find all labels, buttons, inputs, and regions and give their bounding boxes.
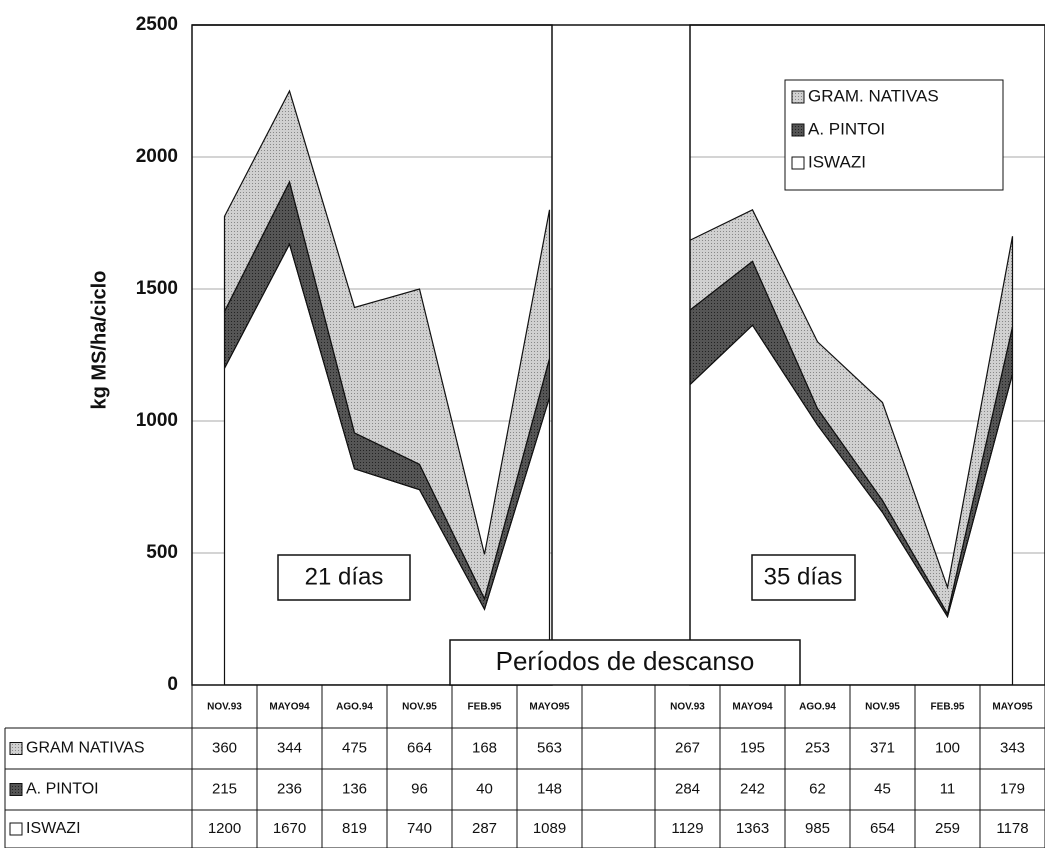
- table-cell: 62: [809, 780, 826, 797]
- panel-label-box: [751, 554, 856, 601]
- table-cell: 371: [870, 739, 895, 756]
- table-cell: 11: [940, 780, 956, 797]
- table-header: NOV.95: [865, 702, 900, 713]
- table-cell: 1200: [208, 820, 241, 837]
- y-axis-label: kg MS/ha/ciclo: [88, 271, 110, 410]
- panel-label: 21 días: [305, 563, 384, 590]
- table-cell: 267: [675, 739, 700, 756]
- table-header: NOV.93: [207, 702, 242, 713]
- y-tick-label: 1000: [136, 410, 178, 431]
- table-cell: 136: [342, 780, 367, 797]
- table-swatch: [9, 822, 23, 836]
- table-cell: 563: [537, 739, 562, 756]
- panel-label-box: [277, 554, 411, 601]
- table-swatch: [9, 742, 23, 755]
- legend-label: A. PINTOI: [808, 119, 885, 138]
- legend-swatch: [791, 156, 805, 170]
- table-cell: 1178: [996, 820, 1028, 837]
- table-cell: 819: [342, 820, 367, 837]
- table-row-label: GRAM NATIVAS: [26, 740, 145, 757]
- table-cell: 45: [874, 780, 891, 797]
- area: [223, 89, 551, 601]
- legend-label: ISWAZI: [808, 152, 866, 171]
- legend-label: GRAM. NATIVAS: [808, 86, 939, 105]
- legend: [784, 79, 1004, 191]
- x-label-box: [449, 639, 801, 686]
- table-cell: 284: [675, 780, 700, 797]
- y-tick-label: 2000: [136, 146, 178, 167]
- table-cell: 148: [537, 780, 562, 797]
- table-cell: 985: [805, 820, 830, 837]
- table-cell: 475: [342, 739, 367, 756]
- table-header: FEB.95: [468, 702, 502, 713]
- panel-areas: [690, 208, 1014, 685]
- table-header: MAYO95: [529, 702, 570, 713]
- table-cell: 654: [870, 820, 895, 837]
- table-cell: 96: [411, 780, 428, 797]
- table-cell: 287: [472, 820, 497, 837]
- table-cell: 195: [740, 739, 765, 756]
- table-cell: 168: [472, 739, 497, 756]
- table-cell: 179: [1000, 780, 1025, 797]
- legend-swatch: [791, 123, 805, 137]
- table-header: NOV.93: [670, 702, 705, 713]
- table-header: AGO.94: [336, 702, 373, 713]
- table-cell: 259: [935, 820, 960, 837]
- area: [690, 208, 1014, 616]
- y-tick-label: 1500: [136, 278, 178, 299]
- y-tick-label: 0: [167, 674, 178, 695]
- table-cell: 343: [1000, 739, 1025, 756]
- x-axis-label: Períodos de descanso: [496, 646, 755, 676]
- table-cell: 344: [277, 739, 302, 756]
- table-cell: 1089: [533, 820, 566, 837]
- table-cell: 1670: [273, 820, 306, 837]
- table-header: NOV.95: [402, 702, 437, 713]
- table-cell: 360: [212, 739, 237, 756]
- table-cell: 253: [805, 739, 830, 756]
- legend-swatch: [791, 90, 805, 104]
- table-header: MAYO94: [269, 702, 310, 713]
- y-tick-label: 500: [146, 542, 178, 563]
- table-header: FEB.95: [931, 702, 965, 713]
- panel-label: 35 días: [764, 563, 843, 590]
- table-header: MAYO94: [732, 702, 773, 713]
- table-cell: 242: [740, 780, 765, 797]
- table-cell: 215: [212, 780, 237, 797]
- table-cell: 740: [407, 820, 432, 837]
- table-header: AGO.94: [799, 702, 836, 713]
- table-cell: 40: [476, 780, 493, 797]
- table-cell: 236: [277, 780, 302, 797]
- y-tick-label: 2500: [136, 14, 178, 35]
- table-cell: 1363: [736, 820, 769, 837]
- table-row-label: A. PINTOI: [26, 781, 99, 798]
- table-cell: 100: [935, 739, 960, 756]
- table-row-label: ISWAZI: [26, 820, 81, 837]
- table-cell: 1129: [671, 820, 703, 837]
- table-swatch: [9, 783, 23, 796]
- table-header: MAYO95: [992, 702, 1033, 713]
- table-cell: 664: [407, 739, 432, 756]
